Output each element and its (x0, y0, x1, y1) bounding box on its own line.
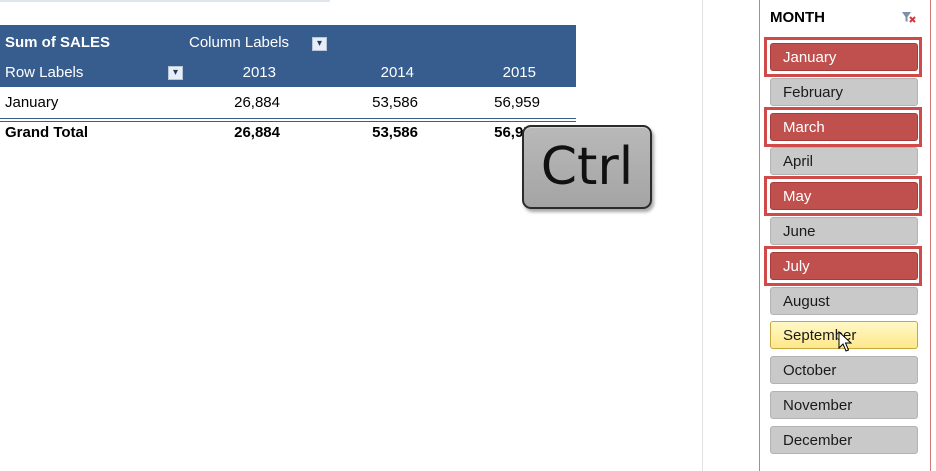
ctrl-key-overlay: Ctrl (522, 125, 652, 209)
selection-highlight-box (764, 37, 922, 77)
slicer-item-october[interactable]: October (770, 356, 918, 384)
values-field-label: Sum of SALES (5, 34, 111, 51)
grand-total-value: 53,586 (372, 124, 418, 141)
column-gridline (702, 0, 703, 471)
month-slicer: MONTH January February March April May June Ju… (759, 0, 931, 471)
slicer-item-june[interactable]: June (770, 217, 918, 245)
selection-highlight-box (764, 107, 922, 147)
year-header-2014: 2014 (380, 64, 414, 81)
selection-highlight-box (764, 246, 922, 286)
slicer-item-july[interactable]: July (770, 252, 918, 280)
row-labels-header: Row Labels (5, 64, 84, 81)
cell-value: 53,586 (372, 94, 418, 111)
slicer-item-april[interactable]: April (770, 147, 918, 175)
filter-clear-icon[interactable] (900, 9, 916, 25)
slicer-item-december[interactable]: December (770, 426, 918, 454)
slicer-item-february[interactable]: February (770, 78, 918, 106)
slicer-item-march[interactable]: March (770, 113, 918, 141)
grand-total-row: Grand Total 26,884 53,586 56,959 (0, 121, 576, 150)
pivot-table: Sum of SALES Column Labels ▾ Row Labels … (0, 25, 576, 150)
slicer-title: MONTH (770, 9, 825, 26)
cell-value: 26,884 (234, 94, 280, 111)
cell-value: 56,959 (494, 94, 540, 111)
grand-total-label: Grand Total (5, 124, 89, 141)
year-header-2015: 2015 (502, 64, 536, 81)
slicer-item-may[interactable]: May (770, 182, 918, 210)
mouse-pointer-icon (838, 331, 852, 352)
row-label: January (5, 94, 59, 111)
table-row: January 26,884 53,586 56,959 (0, 87, 576, 119)
year-header-2013: 2013 (242, 64, 276, 81)
grand-total-value: 26,884 (234, 124, 280, 141)
pivot-header: Sum of SALES Column Labels ▾ Row Labels … (0, 25, 576, 87)
slicer-item-august[interactable]: August (770, 287, 918, 315)
slicer-item-january[interactable]: January (770, 43, 918, 71)
row-filter-button[interactable]: ▾ (168, 66, 183, 80)
selection-highlight-box (764, 176, 922, 216)
column-filter-button[interactable]: ▾ (312, 37, 327, 51)
slicer-item-november[interactable]: November (770, 391, 918, 419)
sheet-top-border (0, 0, 330, 2)
column-labels-header: Column Labels (189, 34, 290, 51)
